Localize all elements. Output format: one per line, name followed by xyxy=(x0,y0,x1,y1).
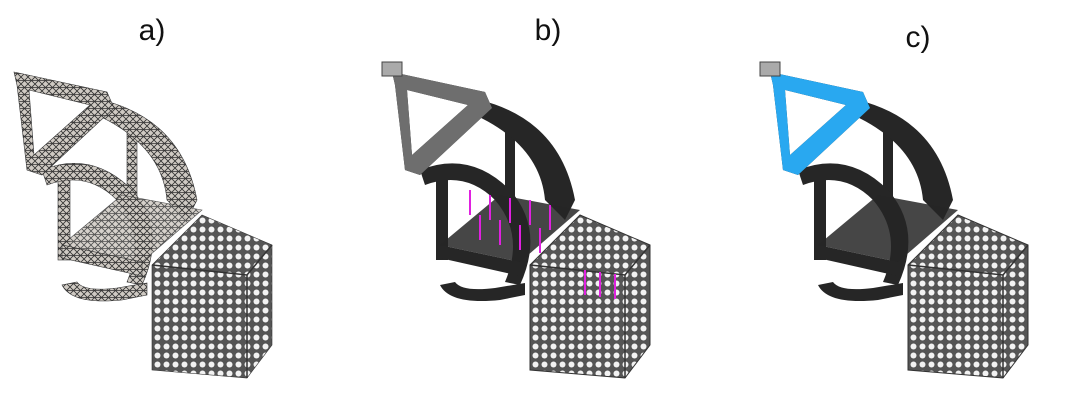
panel-a-model xyxy=(14,72,272,378)
panel-c-model xyxy=(760,62,1028,378)
figure: a) b) c) xyxy=(0,0,1086,397)
panel-label: b) xyxy=(535,14,562,47)
panel-label: c) xyxy=(906,21,931,54)
panel-label: a) xyxy=(139,14,166,47)
panel-b-model xyxy=(382,62,650,378)
